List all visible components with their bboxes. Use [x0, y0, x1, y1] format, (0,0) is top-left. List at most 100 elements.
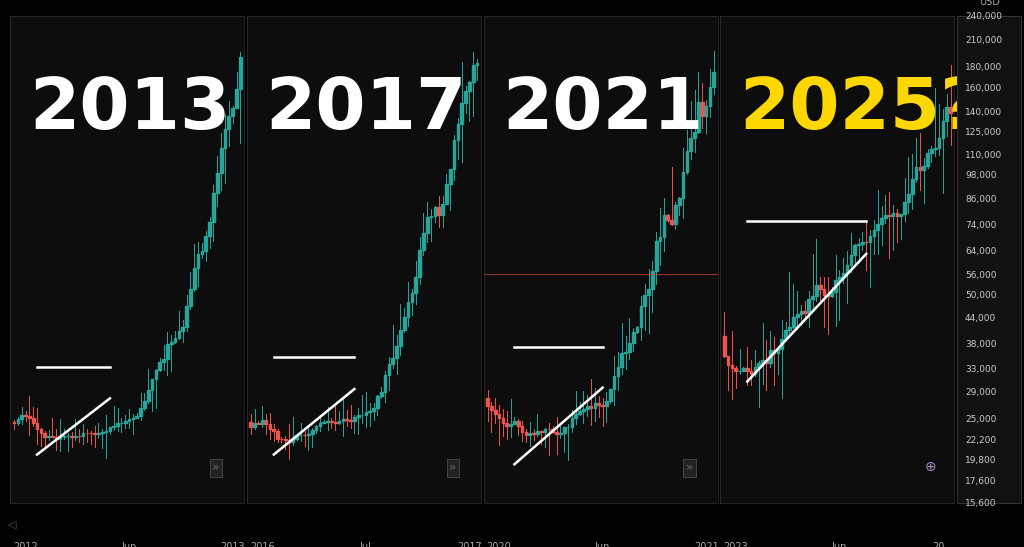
Text: 110,000: 110,000 [965, 151, 1002, 160]
Bar [253, 423, 256, 427]
Bar [949, 107, 952, 113]
Bar [524, 432, 527, 435]
Text: 210,000: 210,000 [965, 36, 1002, 45]
Bar [616, 366, 620, 376]
Text: 2023: 2023 [723, 542, 749, 547]
Bar [40, 429, 42, 433]
Bar [43, 433, 46, 437]
Bar [750, 371, 753, 374]
Text: ◁: ◁ [8, 520, 16, 530]
Bar [399, 330, 401, 346]
Bar [93, 433, 96, 434]
Text: »: » [450, 461, 457, 474]
Bar [268, 423, 271, 429]
Bar [877, 224, 879, 230]
Bar [846, 265, 848, 272]
Bar [197, 254, 200, 268]
Bar [128, 419, 130, 421]
Bar [868, 236, 871, 242]
Bar [20, 415, 24, 419]
Bar [143, 401, 145, 408]
Bar [911, 178, 913, 194]
Bar [411, 293, 414, 302]
Text: 2020: 2020 [486, 542, 511, 547]
Bar [888, 215, 891, 217]
Bar [97, 433, 99, 434]
Bar [655, 241, 657, 271]
Bar [353, 417, 355, 421]
Bar [731, 365, 733, 368]
Bar [727, 356, 729, 365]
Bar [850, 254, 852, 265]
Bar [292, 439, 294, 441]
Text: 74,000: 74,000 [965, 222, 996, 230]
Bar [342, 419, 344, 421]
Bar [402, 317, 406, 330]
Bar [193, 268, 196, 289]
Bar [625, 352, 627, 353]
Text: 2012: 2012 [13, 542, 38, 547]
Bar [441, 204, 444, 215]
Bar [189, 289, 191, 306]
Bar [506, 422, 508, 426]
Bar [709, 87, 712, 106]
Bar [804, 311, 806, 313]
Bar [216, 173, 219, 193]
Bar [62, 437, 66, 438]
Bar [51, 435, 54, 437]
Bar [139, 408, 142, 416]
Text: 15,600: 15,600 [965, 499, 996, 508]
Bar [170, 342, 173, 344]
Bar [185, 306, 188, 327]
Bar [701, 102, 703, 116]
Bar [682, 172, 684, 198]
Bar [945, 107, 948, 121]
Bar [55, 437, 57, 439]
Bar [449, 170, 452, 184]
Bar [257, 423, 260, 424]
Text: 56,000: 56,000 [965, 271, 996, 280]
Text: 140,000: 140,000 [965, 108, 1002, 117]
Bar [532, 433, 535, 434]
Bar [415, 277, 417, 293]
Bar [422, 234, 425, 251]
Bar [276, 431, 279, 439]
Bar [372, 408, 375, 411]
Bar [899, 214, 902, 216]
Bar [792, 317, 795, 327]
Bar [464, 91, 467, 103]
Bar [643, 295, 646, 306]
Bar [896, 213, 898, 216]
Bar [117, 423, 119, 426]
Bar [563, 428, 565, 433]
Bar [288, 440, 291, 441]
Text: ⊕: ⊕ [926, 460, 937, 474]
Bar [104, 430, 108, 432]
Bar [490, 406, 493, 410]
Bar [835, 280, 837, 292]
Bar [223, 130, 226, 148]
Bar [674, 205, 677, 224]
Bar [177, 330, 180, 338]
Text: 86,000: 86,000 [965, 195, 996, 203]
Bar [521, 426, 523, 432]
Bar [819, 285, 821, 289]
Bar [201, 251, 204, 254]
Bar [907, 194, 909, 202]
Text: 160,000: 160,000 [965, 84, 1002, 93]
Bar [861, 242, 863, 244]
Text: Jul: Jul [359, 542, 372, 547]
Bar [927, 153, 929, 166]
Bar [311, 430, 313, 434]
Bar [853, 245, 856, 254]
Text: Jun: Jun [831, 542, 847, 547]
Bar [476, 63, 478, 65]
Bar [261, 420, 263, 424]
Bar [296, 435, 298, 439]
Bar [872, 230, 876, 236]
Bar [174, 338, 176, 342]
Text: Jun: Jun [595, 542, 610, 547]
Bar [632, 333, 635, 342]
Bar [765, 360, 768, 363]
Bar [769, 351, 772, 363]
